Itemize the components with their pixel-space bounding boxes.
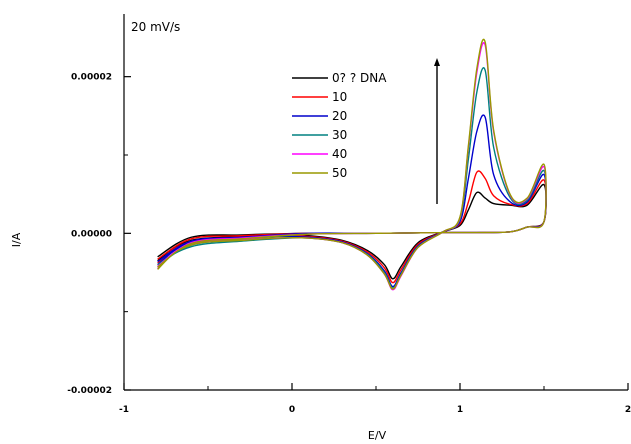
series-line-5 bbox=[157, 38, 547, 290]
series-line-1 bbox=[157, 170, 547, 284]
legend-label-2: 20 bbox=[332, 109, 347, 123]
y-tick-label: 0.00002 bbox=[71, 73, 112, 83]
legend-label-0: 0? ? DNA bbox=[332, 71, 387, 85]
x-tick-label: 0 bbox=[289, 405, 295, 415]
y-tick-label: 0.00000 bbox=[71, 229, 112, 239]
increase-arrow bbox=[434, 58, 440, 204]
x-tick-label: 2 bbox=[625, 405, 631, 415]
series-line-0 bbox=[157, 184, 547, 280]
series-layer bbox=[157, 38, 547, 291]
legend: 0? ? DNA 10 20 30 40 50 bbox=[292, 71, 387, 180]
legend-label-1: 10 bbox=[332, 90, 347, 104]
scan-rate-annotation: 20 mV/s bbox=[131, 20, 180, 34]
legend-label-5: 50 bbox=[332, 166, 347, 180]
axes-layer: -1 0 1 2 -0.00002 0.00000 0.00002 bbox=[67, 14, 631, 415]
series-line-3 bbox=[157, 67, 547, 289]
x-tick-label: 1 bbox=[457, 405, 463, 415]
y-axis-label: I/A bbox=[10, 232, 23, 247]
arrow-head bbox=[434, 58, 440, 66]
x-tick-label: -1 bbox=[119, 405, 129, 415]
legend-label-3: 30 bbox=[332, 128, 347, 142]
legend-label-4: 40 bbox=[332, 147, 347, 161]
x-axis-label: E/V bbox=[368, 429, 387, 442]
y-tick-label: -0.00002 bbox=[67, 386, 112, 396]
